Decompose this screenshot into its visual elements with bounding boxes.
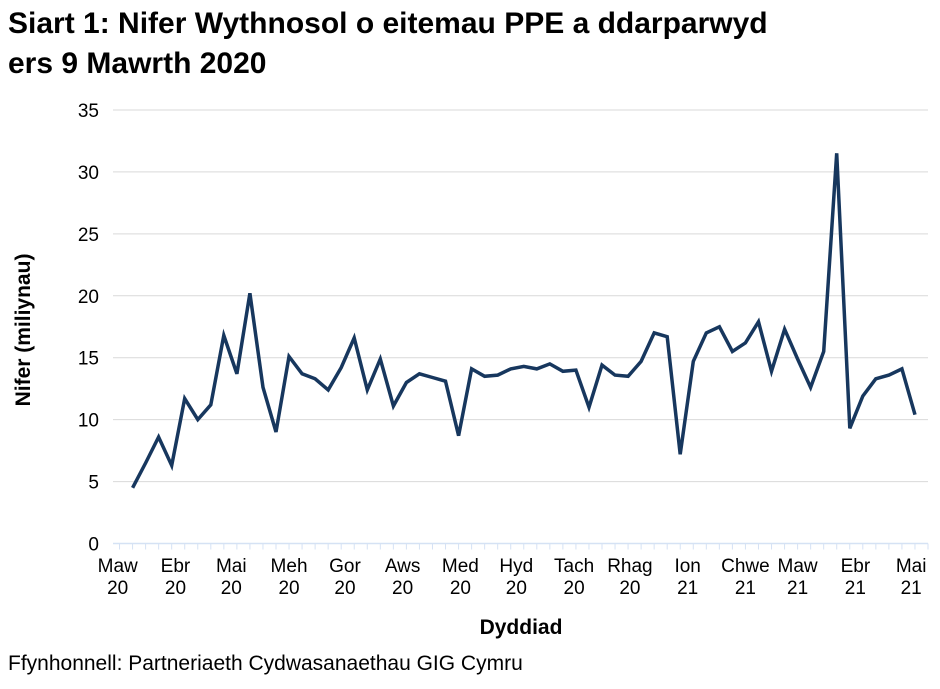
x-tick-label-year: 20 [107,578,128,599]
x-tick-label-month: Maw [778,556,818,577]
x-tick-label-month: Rhag [607,556,652,577]
x-axis-title: Dyddiad [480,616,563,639]
x-tick-label-month: Gor [329,556,361,577]
y-tick-label: 0 [88,535,99,556]
x-tick-label-month: Mai [216,556,247,577]
x-tick-label-month: Chwe [721,556,770,577]
x-tick-label-month: Med [442,556,479,577]
chart-title-line2: ers 9 Mawrth 2020 [8,47,267,80]
x-tick-label-year: 20 [392,578,413,599]
x-tick-label-year: 20 [334,578,355,599]
x-tick-label-year: 21 [845,578,866,599]
x-tick-label-year: 20 [450,578,471,599]
ppe-data-line [131,153,917,489]
ppe-line-chart: 21Mai21Ebr21Maw21Chwe21Ion20Rhag20Tach20… [12,101,929,639]
x-tick-label-year: 20 [619,578,640,599]
source-note: Ffynhonnell: Partneriaeth Cydwasanaethau… [8,652,523,675]
chart-title-line1: Siart 1: Nifer Wythnosol o eitemau PPE a… [8,7,768,40]
x-tick-label-month: Hyd [499,556,533,577]
x-tick-label-month: Tach [554,556,594,577]
x-tick-label-year: 20 [564,578,585,599]
x-tick-label-month: Ebr [841,556,871,577]
y-tick-label: 20 [78,287,99,308]
y-tick-label: 35 [78,101,99,122]
x-tick-label-year: 20 [165,578,186,599]
x-tick-label-month: Meh [271,556,308,577]
y-axis-title: Nifer (miliynau) [12,254,35,407]
x-tick-label-year: 21 [901,578,922,599]
y-tick-label: 10 [78,411,99,432]
x-tick-label-month: Maw [98,556,138,577]
y-tick-label: 15 [78,349,99,370]
y-tick-label: 5 [88,473,99,494]
x-tick-label-year: 21 [735,578,756,599]
y-tick-label: 30 [78,163,99,184]
x-tick-label-year: 20 [278,578,299,599]
x-tick-label-month: Mai [896,556,927,577]
x-tick-label-year: 20 [221,578,242,599]
x-tick-label-year: 21 [677,578,698,599]
x-tick-label-month: Ion [674,556,700,577]
x-tick-label-month: Aws [385,556,421,577]
y-tick-label: 25 [78,225,99,246]
chart-title: Siart 1: Nifer Wythnosol o eitemau PPE a… [8,4,933,84]
x-tick-label-year: 20 [506,578,527,599]
x-tick-label-year: 21 [787,578,808,599]
x-tick-label-month: Ebr [161,556,191,577]
